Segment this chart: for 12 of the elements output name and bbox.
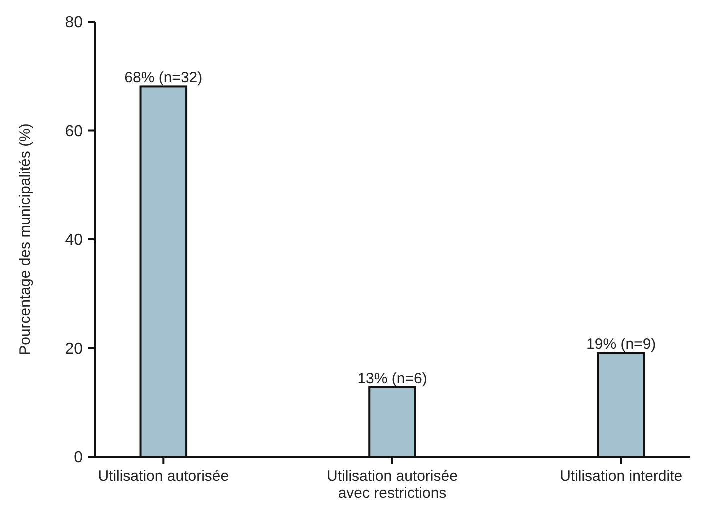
data-label: 13% (n=6) <box>358 370 428 388</box>
x-tick-label: Utilisation autorisée <box>98 468 230 485</box>
y-tick-label: 80 <box>65 14 84 32</box>
x-tick-label: Utilisation autorisée avec restrictions <box>327 468 458 502</box>
y-tick-label: 60 <box>65 123 84 140</box>
y-tick-label: 0 <box>74 450 84 467</box>
y-tick-label: 20 <box>65 340 84 358</box>
data-label: 68% (n=32) <box>124 70 203 87</box>
y-tick-label: 40 <box>65 232 84 250</box>
data-label: 19% (n=9) <box>586 336 656 354</box>
y-axis-title: Pourcentage des municipalités (%) <box>17 124 34 356</box>
x-tick-label: Utilisation interdite <box>560 468 683 485</box>
